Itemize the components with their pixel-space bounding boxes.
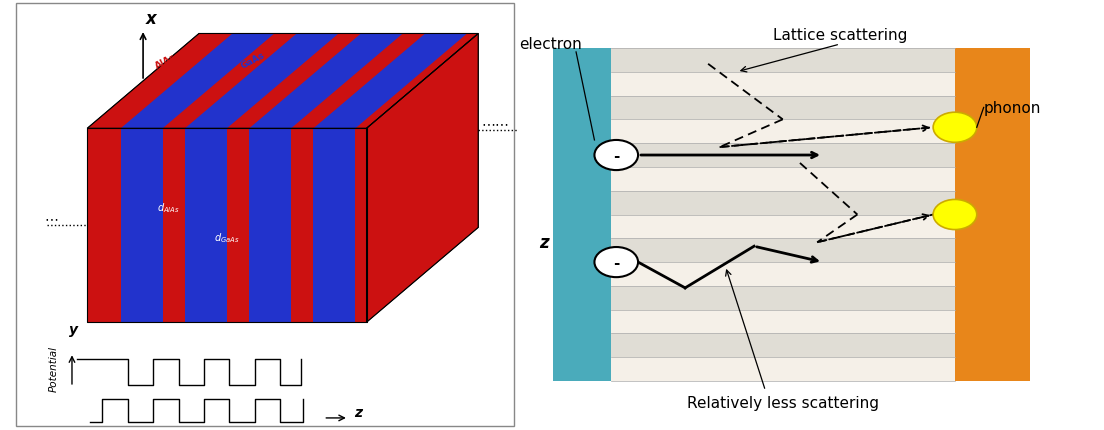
Polygon shape — [250, 34, 403, 129]
Polygon shape — [314, 129, 355, 322]
Bar — [611, 96, 955, 120]
Circle shape — [933, 200, 977, 230]
Polygon shape — [120, 129, 162, 322]
Bar — [553, 49, 611, 381]
Text: y: y — [70, 322, 78, 336]
Text: z: z — [353, 405, 362, 419]
Text: AlAs: AlAs — [307, 52, 331, 70]
Text: -: - — [613, 255, 619, 270]
Text: -: - — [613, 148, 619, 163]
Polygon shape — [185, 34, 339, 129]
Circle shape — [933, 113, 977, 143]
Text: phonon: phonon — [984, 101, 1041, 116]
Bar — [611, 334, 955, 357]
Text: Potential: Potential — [49, 345, 60, 390]
Text: $d_{GaAs}$: $d_{GaAs}$ — [214, 231, 240, 245]
Circle shape — [594, 141, 638, 171]
Text: AlAs: AlAs — [153, 52, 178, 70]
Text: GaAs: GaAs — [240, 51, 266, 71]
Polygon shape — [185, 129, 227, 322]
Text: Lattice scattering: Lattice scattering — [773, 28, 907, 43]
Polygon shape — [120, 34, 275, 129]
Text: z: z — [539, 233, 549, 251]
Text: $\cdots$: $\cdots$ — [44, 210, 59, 224]
Text: electron: electron — [519, 37, 582, 52]
Bar — [611, 144, 955, 168]
Text: $d_{AlAs}$: $d_{AlAs}$ — [157, 201, 180, 215]
Polygon shape — [250, 129, 291, 322]
Polygon shape — [87, 34, 478, 129]
Bar — [611, 49, 955, 73]
Text: $\cdots\cdots$: $\cdots\cdots$ — [481, 116, 509, 130]
Bar — [611, 286, 955, 310]
Bar — [955, 49, 1030, 381]
Bar — [611, 239, 955, 262]
Bar — [611, 191, 955, 215]
Bar — [611, 49, 955, 381]
Polygon shape — [314, 34, 467, 129]
Polygon shape — [367, 34, 478, 322]
Polygon shape — [87, 129, 367, 322]
Circle shape — [594, 247, 638, 277]
Text: x: x — [146, 10, 157, 28]
Text: Relatively less scattering: Relatively less scattering — [687, 396, 879, 410]
